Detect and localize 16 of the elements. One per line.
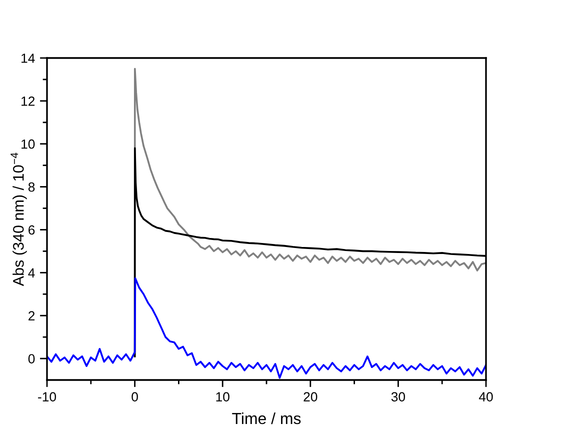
y-tick-label: 8 xyxy=(28,182,35,192)
x-tick-label: 40 xyxy=(478,392,493,402)
x-tick-label: 10 xyxy=(216,392,230,402)
y-tick-label: 14 xyxy=(22,54,35,63)
y-tick-label: 4 xyxy=(28,268,35,278)
y-tick-label: 12 xyxy=(22,96,35,106)
y-tick-label: 10 xyxy=(22,139,35,149)
y-tick-label: 0 xyxy=(28,354,35,364)
x-tick-label: -10 xyxy=(38,392,56,402)
y-axis-title: Abs (340 nm) / 10$^{−4}$ xyxy=(10,152,27,286)
x-axis-title: Time / ms xyxy=(232,412,301,424)
x-tick-label: 20 xyxy=(304,392,318,402)
x-tick-label: 0 xyxy=(132,392,138,402)
x-tick-label: 30 xyxy=(391,392,406,402)
y-tick-label: 2 xyxy=(28,311,35,320)
y-tick-label: 6 xyxy=(28,225,35,235)
